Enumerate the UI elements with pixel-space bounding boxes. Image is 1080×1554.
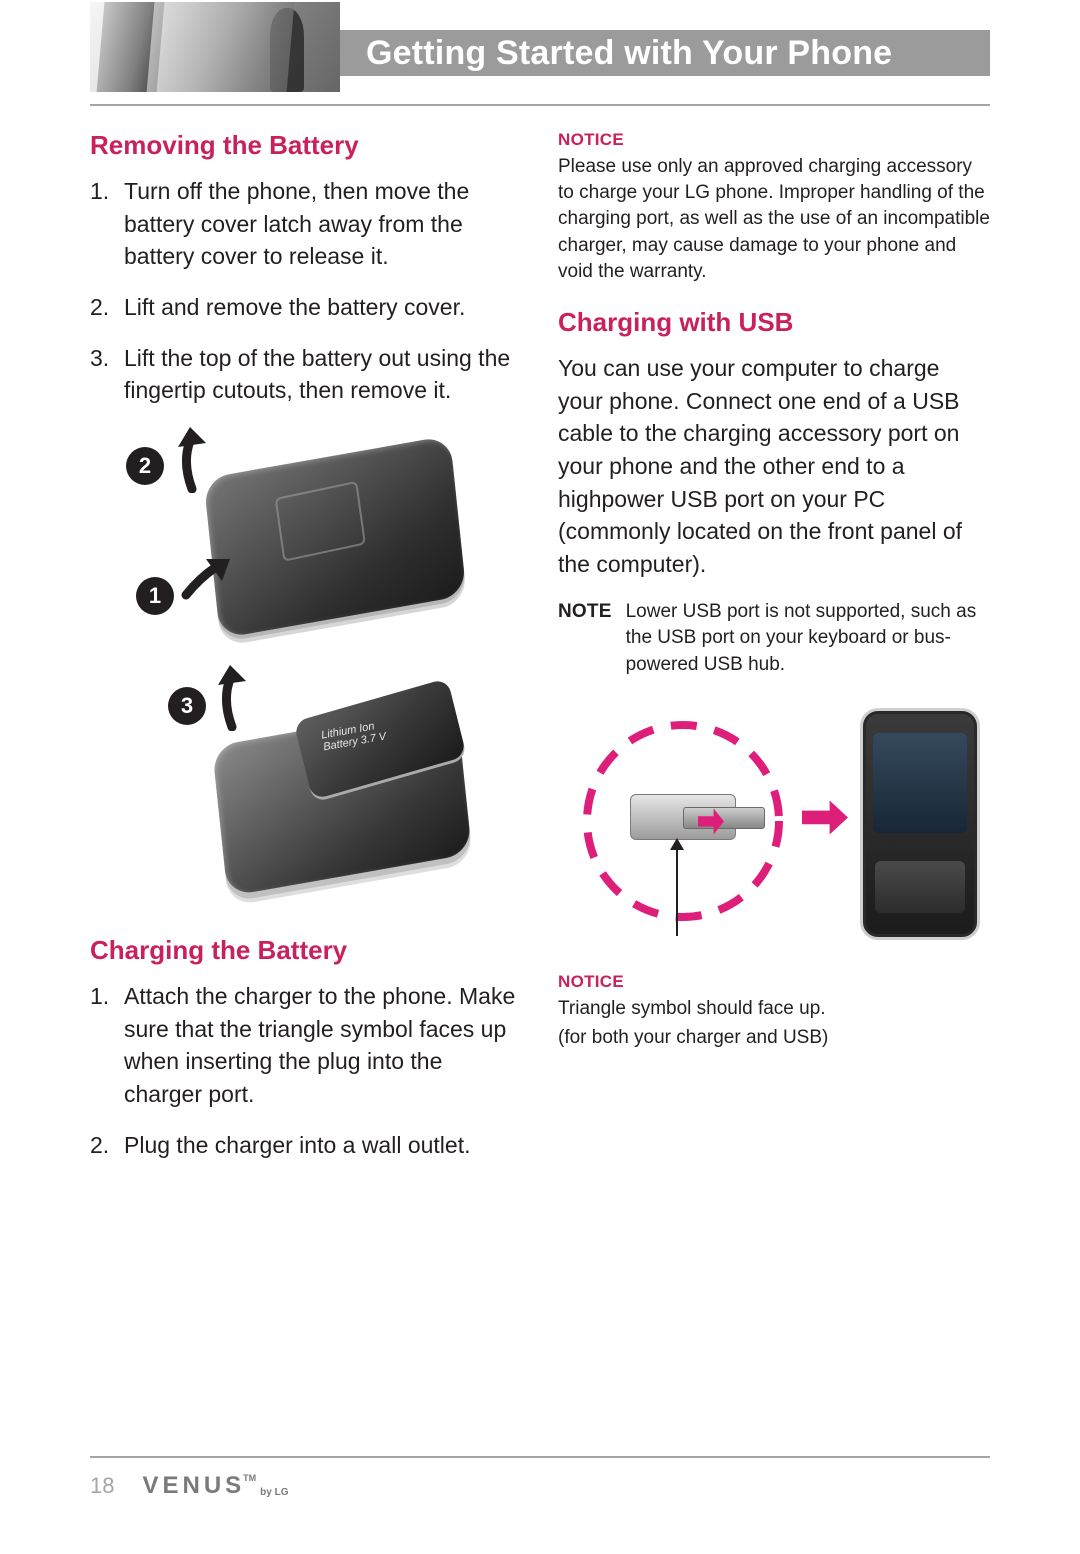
header-banner: Getting Started with Your Phone	[90, 2, 990, 92]
pointer-line	[676, 850, 678, 936]
usb-body: You can use your computer to charge your…	[558, 352, 990, 581]
brand-by: by LG	[260, 1487, 288, 1498]
step-bullet-3: 3	[168, 687, 206, 725]
header-bar: Getting Started with Your Phone	[340, 30, 990, 76]
phone-illustration-top	[203, 435, 466, 638]
charging-steps: Attach the charger to the phone. Make su…	[90, 980, 522, 1161]
notice-2-line2: (for both your charger and USB)	[558, 1025, 990, 1051]
pink-arrow-large-icon	[802, 800, 848, 834]
phone-front-illustration	[860, 708, 980, 940]
charging-step-1: Attach the charger to the phone. Make su…	[90, 980, 522, 1111]
person-silhouette	[270, 8, 304, 92]
notice-1-label: NOTICE	[558, 130, 990, 150]
footer: 18 VENUS TM by LG	[90, 1456, 990, 1500]
page-number: 18	[90, 1473, 114, 1499]
footer-rule	[90, 1456, 990, 1458]
charging-step-2: Plug the charger into a wall outlet.	[90, 1129, 522, 1162]
step-bullet-1: 1	[136, 577, 174, 615]
note-block: NOTE Lower USB port is not supported, su…	[558, 599, 990, 679]
left-column: Removing the Battery Turn off the phone,…	[90, 130, 522, 1183]
arrow-up-2	[168, 423, 224, 493]
right-column: NOTICE Please use only an approved charg…	[558, 130, 990, 1183]
figure-usb	[558, 700, 990, 962]
removing-heading: Removing the Battery	[90, 130, 522, 161]
figure-removing-battery: Lithium Ion Battery 3.7 V 2 1 3	[90, 429, 522, 909]
header-photo	[90, 2, 340, 92]
page-title: Getting Started with Your Phone	[366, 34, 892, 73]
note-text: Lower USB port is not supported, such as…	[626, 599, 990, 679]
removing-steps: Turn off the phone, then move the batter…	[90, 175, 522, 407]
brand-tm: TM	[243, 1473, 256, 1483]
removing-step-3: Lift the top of the battery out using th…	[90, 342, 522, 407]
notice-1-text: Please use only an approved charging acc…	[558, 154, 990, 285]
step-bullet-2: 2	[126, 447, 164, 485]
note-label: NOTE	[558, 599, 612, 679]
notice-2-line1: Triangle symbol should face up.	[558, 996, 990, 1022]
brand: VENUS TM by LG	[142, 1472, 294, 1500]
arrow-out-1	[176, 551, 236, 605]
charging-heading: Charging the Battery	[90, 935, 522, 966]
notice-2-label: NOTICE	[558, 972, 990, 992]
usb-heading: Charging with USB	[558, 307, 990, 338]
header-rule	[90, 104, 990, 106]
brand-name: VENUS	[142, 1472, 245, 1500]
removing-step-1: Turn off the phone, then move the batter…	[90, 175, 522, 273]
removing-step-2: Lift and remove the battery cover.	[90, 291, 522, 324]
arrow-up-3	[210, 661, 264, 731]
